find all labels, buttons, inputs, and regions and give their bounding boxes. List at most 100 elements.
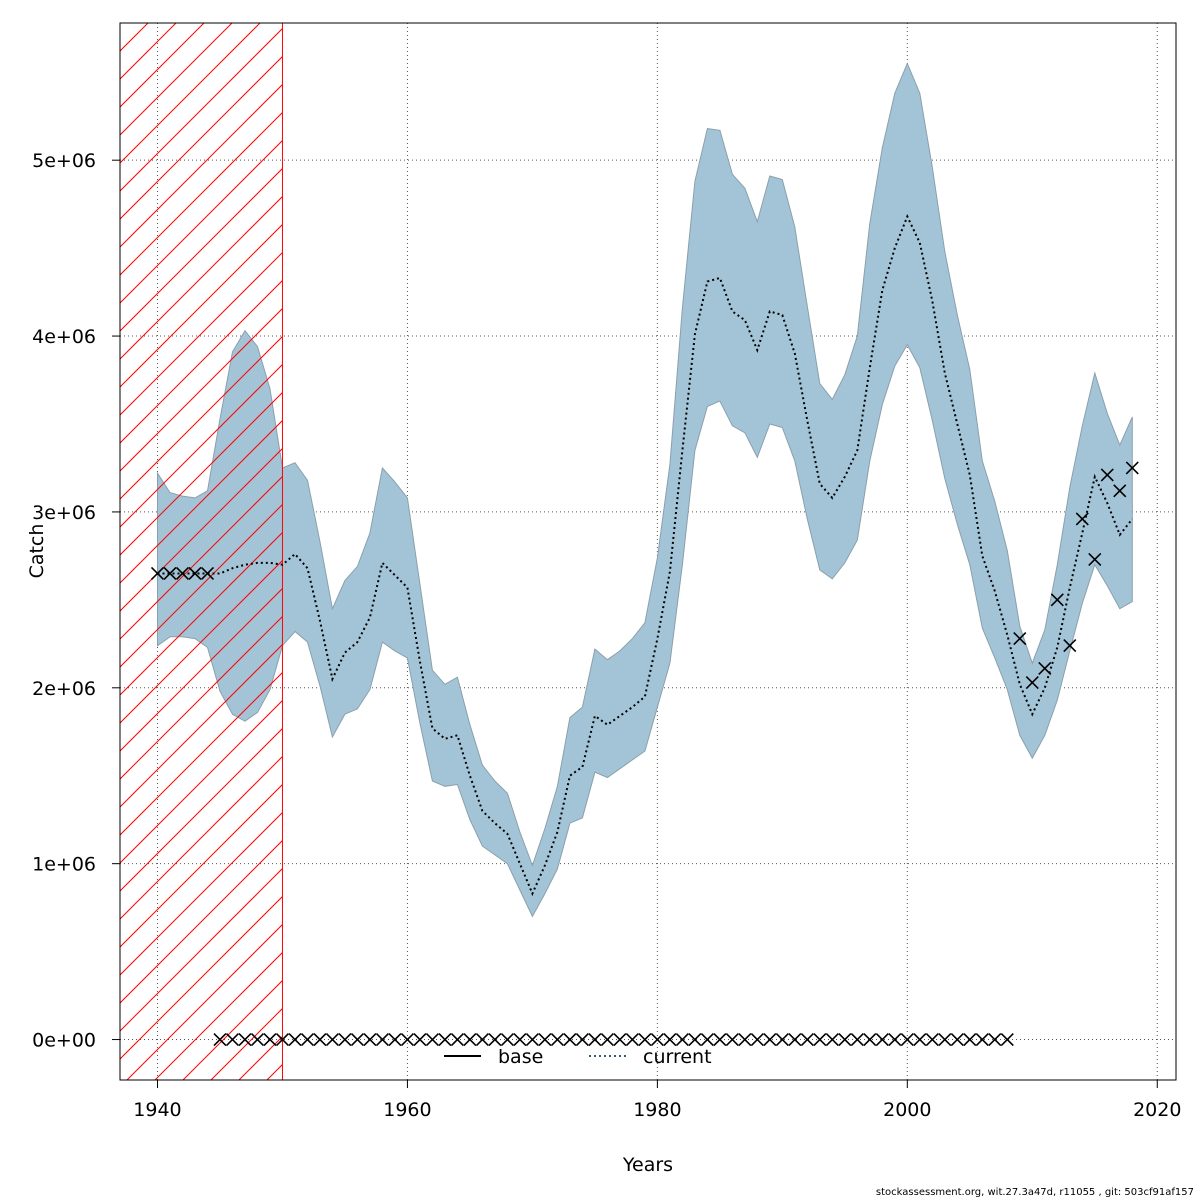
zero-marker [588, 1032, 602, 1047]
hatched-region [120, 23, 283, 1080]
confidence-band-area [157, 62, 1133, 918]
hatch-line [120, 391, 283, 556]
zero-marker [275, 1032, 290, 1047]
zero-marker [450, 1032, 464, 1047]
hatch-line [120, 811, 283, 976]
zero-marker [425, 1032, 439, 1047]
zero-marker [538, 1032, 552, 1047]
hatched-region-border [120, 23, 283, 1080]
hatch-line [120, 783, 283, 948]
zero-marker [850, 1032, 864, 1047]
observed-point [1125, 461, 1139, 475]
zero-marker [725, 1032, 739, 1047]
confidence-band [157, 62, 1133, 918]
y-tick-label: 4e+06 [32, 326, 96, 348]
y-tick-label: 5e+06 [32, 150, 96, 172]
observed-point [1100, 468, 1114, 482]
hatch-line [120, 419, 283, 584]
observed-point [1025, 675, 1039, 690]
zero-marker [438, 1032, 452, 1047]
observed-point [1113, 484, 1127, 498]
zero-marker [363, 1032, 377, 1047]
observed-point [1050, 593, 1064, 607]
observed-point [1075, 512, 1089, 526]
zero-marker [238, 1032, 252, 1047]
hatch-line [182, 979, 283, 1080]
zero-marker [763, 1032, 777, 1047]
zero-marker [500, 1032, 514, 1047]
observed-point [175, 566, 190, 581]
y-tick-label: 3e+06 [32, 502, 96, 524]
zero-marker [788, 1032, 802, 1047]
y-axis-label: Catch [26, 524, 48, 579]
hatch-line [120, 895, 283, 1060]
y-tick-label: 0e+00 [32, 1030, 96, 1052]
zero-marker [338, 1032, 352, 1047]
zero-marker [488, 1032, 502, 1047]
zero-marker [938, 1032, 952, 1047]
hatch-line [120, 139, 283, 304]
zero-marker [738, 1032, 752, 1047]
hatch-line [120, 475, 283, 640]
series-lines [157, 213, 1134, 897]
zero-marker [650, 1032, 664, 1047]
zero-marker [950, 1032, 964, 1047]
zero-marker [613, 1032, 627, 1047]
zero-marker [750, 1032, 764, 1047]
zero-marker [875, 1032, 889, 1047]
zero-marker [975, 1032, 989, 1047]
hatch-line [120, 111, 283, 276]
zero-marker [713, 1032, 727, 1047]
legend-label-current: current [643, 1046, 712, 1068]
x-tick-label: 2020 [1133, 1099, 1181, 1121]
zero-marker [1000, 1032, 1014, 1047]
zero-marker [625, 1032, 639, 1047]
hatch-line [120, 195, 283, 360]
zero-marker [800, 1032, 814, 1047]
hatch-line [120, 447, 283, 612]
x-tick-label: 1940 [133, 1099, 181, 1121]
x-tick-label: 2000 [883, 1099, 931, 1121]
zero-marker [388, 1032, 402, 1047]
hatch-line [120, 23, 121, 24]
zero-marker [300, 1032, 315, 1047]
zero-marker [563, 1032, 577, 1047]
y-tick-label: 1e+06 [32, 854, 96, 876]
zero-marker [925, 1032, 939, 1047]
observation-markers [150, 461, 1139, 1047]
zero-marker [700, 1032, 714, 1047]
zero-marker [213, 1032, 227, 1047]
hatch-line [120, 503, 283, 668]
zero-marker [225, 1032, 240, 1047]
zero-marker [888, 1032, 902, 1047]
series-line-current [157, 213, 1134, 897]
observed-point [1088, 552, 1102, 566]
zero-marker [988, 1032, 1002, 1047]
zero-marker [463, 1032, 477, 1047]
zero-marker [375, 1032, 390, 1047]
hatch-line [120, 83, 283, 248]
zero-marker [813, 1032, 827, 1047]
x-axis-label: Years [622, 1154, 673, 1176]
hatch-line [120, 839, 283, 1004]
hatch-line [120, 755, 283, 920]
zero-marker [475, 1032, 489, 1047]
legend: base current [444, 1046, 712, 1068]
zero-marker [638, 1032, 652, 1047]
hatch-line [120, 531, 283, 696]
zero-marker [863, 1032, 877, 1047]
zero-marker [250, 1032, 265, 1047]
zero-marker [913, 1032, 927, 1047]
observed-point [200, 566, 215, 581]
hatch-line [120, 23, 149, 52]
x-tick-label: 1980 [633, 1099, 681, 1121]
zero-marker [288, 1032, 302, 1047]
footer-note: stockassessment.org, wit.27.3a47d, r1105… [875, 1187, 1194, 1198]
observed-point [1038, 661, 1052, 676]
zero-marker [575, 1032, 589, 1047]
observed-point [150, 566, 165, 581]
hatch-line [120, 615, 283, 780]
zero-marker [825, 1032, 839, 1047]
zero-marker [413, 1032, 427, 1047]
